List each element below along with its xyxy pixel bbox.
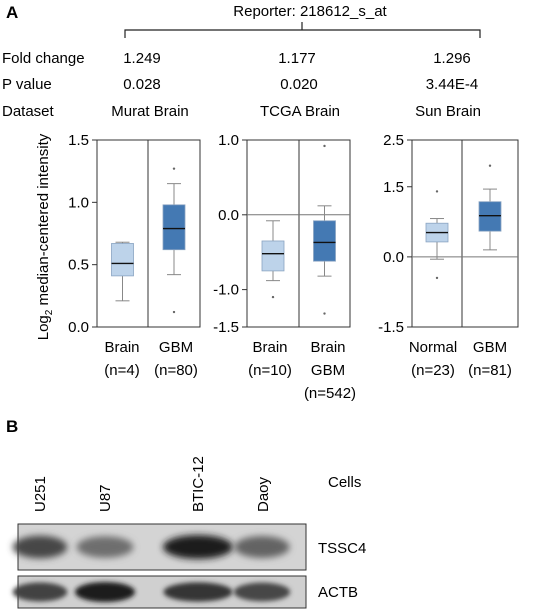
y-tick-label: 1.0 <box>68 194 89 211</box>
cat-label-tcga-brain: Brain <box>252 339 287 356</box>
fold-change-sun: 1.296 <box>433 50 471 67</box>
plot-tcga: 1.177 0.020 TCGA Brain -1.5 -1.0 0.0 1.0 Br… <box>213 50 356 402</box>
p-value-sun: 3.44E-4 <box>426 76 479 93</box>
fold-change-murat: 1.249 <box>123 50 161 67</box>
p-value-murat: 0.028 <box>123 76 161 93</box>
outlier-point <box>435 190 439 193</box>
blot-band <box>75 582 135 602</box>
boxes-sun <box>425 164 502 280</box>
y-tick-label: 0.5 <box>68 257 89 274</box>
cat-label-murat-brain: Brain <box>104 339 139 356</box>
boxes-tcga <box>261 144 336 315</box>
outlier-point <box>323 312 326 315</box>
panel-b-letter: B <box>6 417 18 436</box>
box-iqr <box>111 243 134 277</box>
outlier-point <box>172 310 176 314</box>
lane-label-daoy: Daoy <box>255 476 272 512</box>
blot-band <box>234 536 290 558</box>
blot-band <box>12 582 68 602</box>
outlier-point <box>488 164 492 167</box>
blot-label-tssc4: TSSC4 <box>318 540 366 557</box>
blot-actb: ACTB <box>12 575 358 609</box>
cat-n-sun-normal: (n=23) <box>411 362 455 379</box>
fold-change-tcga: 1.177 <box>278 50 316 67</box>
dataset-row-label: Dataset <box>2 103 55 120</box>
cat-n-murat-gbm: (n=80) <box>154 362 198 379</box>
p-value-tcga: 0.020 <box>280 76 318 93</box>
lane-label-u251: U251 <box>32 476 49 512</box>
dataset-tcga: TCGA Brain <box>260 103 340 120</box>
box-iqr <box>261 240 285 272</box>
blot-band <box>76 536 134 558</box>
y-ticks-murat: 0.0 0.5 1.0 1.5 <box>68 132 97 336</box>
cat-n-tcga-brain: (n=10) <box>248 362 292 379</box>
box-iqr <box>313 220 336 262</box>
box-iqr <box>162 204 186 251</box>
blot-band <box>163 535 233 559</box>
dataset-murat: Murat Brain <box>111 103 189 120</box>
y-tick-label: -1.0 <box>213 282 239 299</box>
y-axis-label: Log2 median-centered intensity <box>35 133 55 340</box>
blot-band <box>12 535 68 559</box>
y-tick-label: 2.5 <box>383 132 404 149</box>
bands-actb <box>12 582 291 602</box>
y-tick-label: 1.5 <box>383 179 404 196</box>
plot-murat: 1.249 0.028 Murat Brain 0.0 0.5 1.0 1.5 Bra… <box>68 50 201 379</box>
box-iqr <box>478 201 502 232</box>
cat-n-sun-gbm: (n=81) <box>468 362 512 379</box>
outlier-point <box>323 144 326 148</box>
y-tick-label: -1.5 <box>378 319 404 336</box>
cat-n-tcga-gbm: (n=542) <box>304 385 356 402</box>
panel-a-letter: A <box>6 3 18 22</box>
cat-label-sun-normal: Normal <box>409 339 457 356</box>
p-value-row-label: P value <box>2 76 52 93</box>
reporter-bracket <box>124 22 481 38</box>
cat-n-murat-brain: (n=4) <box>104 362 139 379</box>
outlier-point <box>435 276 439 280</box>
fold-change-row-label: Fold change <box>2 50 85 67</box>
lane-label-u87: U87 <box>97 484 114 512</box>
lane-label-btic12: BTIC-12 <box>190 456 207 512</box>
y-tick-label: 0.0 <box>218 207 239 224</box>
blot-tssc4: TSSC4 <box>12 523 366 571</box>
dataset-sun: Sun Brain <box>415 103 481 120</box>
y-tick-label: -1.5 <box>213 319 239 336</box>
boxes-murat <box>111 167 186 314</box>
lane-labels: U251 U87 BTIC-12 Daoy <box>32 456 272 512</box>
y-tick-label: 1.5 <box>68 132 89 149</box>
reporter-label: Reporter: 218612_s_at <box>233 3 387 20</box>
y-tick-label: 1.0 <box>218 132 239 149</box>
cat-label-sun-gbm: GBM <box>473 339 507 356</box>
cells-label: Cells <box>328 474 361 491</box>
y-ticks-tcga: -1.5 -1.0 0.0 1.0 <box>213 132 350 336</box>
cat-label-murat-gbm: GBM <box>159 339 193 356</box>
blot-band <box>163 582 233 602</box>
bands-tssc4 <box>12 535 290 559</box>
y-tick-label: 0.0 <box>68 319 89 336</box>
plot-frame-sun <box>411 139 519 328</box>
y-ticks-sun: -1.5 0.0 1.5 2.5 <box>378 132 518 336</box>
y-tick-label: 0.0 <box>383 249 404 266</box>
blot-band <box>233 582 291 602</box>
cat-label-tcga-gbm-line1: Brain <box>310 339 345 356</box>
outlier-point <box>271 295 275 299</box>
outlier-point <box>172 167 176 170</box>
cat-label-tcga-gbm-line2: GBM <box>311 362 345 379</box>
blot-label-actb: ACTB <box>318 584 358 601</box>
plot-sun: 1.296 3.44E-4 Sun Brain -1.5 0.0 1.5 2.5 No… <box>378 50 519 379</box>
